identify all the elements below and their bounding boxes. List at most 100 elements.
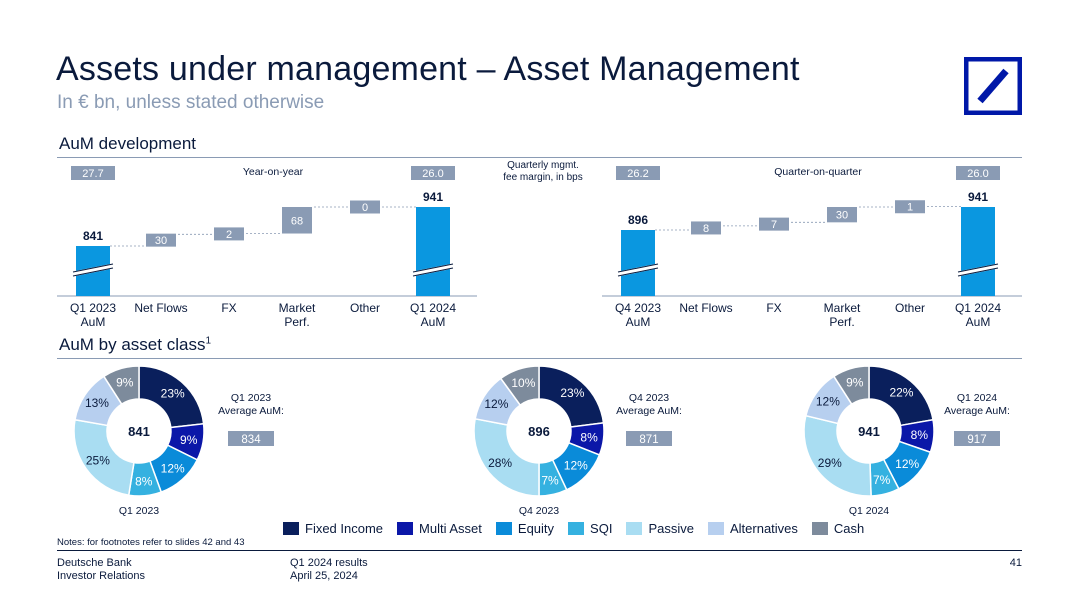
- bar-1: [691, 221, 721, 235]
- axis-break-gap-5: [412, 263, 454, 277]
- bar-2: [759, 217, 789, 231]
- chart-title: Year-on-year: [243, 166, 304, 178]
- donut-period-label: Q4 2023: [519, 505, 559, 517]
- axis-break-line-b-5: [412, 263, 454, 273]
- avg-aum-label-line1: Q4 2023: [629, 392, 669, 404]
- bar-5: [416, 207, 450, 296]
- fee-margin-end-box: [411, 166, 455, 180]
- fee-margin-label-line2: fee margin, in bps: [503, 172, 583, 183]
- aum-development-heading: AuM development: [59, 134, 197, 153]
- legend-item-1: Multi Asset: [397, 521, 482, 536]
- category-label-5-0: Q1 2024: [410, 301, 456, 315]
- legend-swatch-3: [568, 522, 585, 535]
- bar-3: [827, 207, 857, 223]
- legend-label-0: Fixed Income: [305, 521, 384, 536]
- development-divider: [57, 157, 1022, 158]
- donut-pct-label-6: 9%: [116, 376, 134, 390]
- donut-pct-label-5: 12%: [816, 395, 840, 409]
- bar-value-label-4: 0: [362, 202, 368, 214]
- avg-aum-value: 917: [967, 434, 986, 446]
- fee-margin-label: Quarterly mgmt. fee margin, in bps: [488, 160, 598, 184]
- fee-margin-label-line1: Quarterly mgmt.: [507, 160, 579, 171]
- donut-pct-label-1: 8%: [580, 430, 598, 444]
- legend-swatch-1: [397, 522, 414, 535]
- legend-item-3: SQI: [568, 521, 612, 536]
- bar-4: [350, 200, 380, 214]
- axis-break-line-a-0: [72, 267, 114, 277]
- donut-segment-6: [499, 365, 540, 407]
- avg-aum-value: 834: [241, 434, 261, 446]
- category-label-2-0: FX: [766, 301, 781, 315]
- bar-1: [146, 233, 176, 247]
- axis-break-line-b-5: [957, 263, 999, 273]
- asset-class-footnote-marker: 1: [205, 335, 212, 347]
- slide-subtitle: In € bn, unless stated otherwise: [57, 92, 325, 113]
- donut-pct-label-1: 8%: [911, 428, 929, 442]
- legend-label-2: Equity: [517, 521, 555, 536]
- donut-pct-label-0: 23%: [161, 386, 185, 400]
- bar-0: [621, 230, 655, 296]
- bar-value-label-4: 1: [907, 202, 913, 214]
- category-label-4-0: Other: [350, 301, 380, 315]
- donut-pct-label-4: 29%: [818, 456, 842, 470]
- legend-label-6: Cash: [833, 521, 865, 536]
- legend-swatch-6: [811, 522, 828, 535]
- donut-pct-label-6: 9%: [846, 376, 864, 390]
- footer-report: Q1 2024 results April 25, 2024: [290, 557, 368, 583]
- axis-break-gap-0: [72, 263, 114, 277]
- donut-segment-4: [473, 417, 540, 497]
- axis-break-line-a-5: [412, 267, 454, 277]
- fee-margin-start: 27.7: [82, 168, 103, 180]
- avg-aum-label-line2: Average AuM:: [218, 405, 284, 417]
- bar-value-label-5: 941: [968, 190, 988, 204]
- footer-report-date: April 25, 2024: [290, 570, 358, 582]
- footer-company-name: Deutsche Bank: [57, 557, 132, 569]
- category-label-3-0: Market: [279, 301, 316, 315]
- footnote-notes: Notes: for footnotes refer to slides 42 …: [57, 537, 245, 548]
- fee-margin-end-box: [956, 166, 1000, 180]
- bar-value-label-0: 841: [83, 229, 103, 243]
- donut-segment-0: [138, 365, 205, 429]
- footer-divider: [57, 550, 1022, 551]
- waterfall-chart-quarter-on-quarter: 26.2 26.0 Quarter-on-quarter 896 8 7 30 1 941 Q4 …: [602, 166, 1022, 329]
- avg-aum-label-line2: Average AuM:: [616, 405, 682, 417]
- donut-pct-label-6: 10%: [511, 376, 535, 390]
- donut-pct-label-5: 13%: [85, 396, 109, 410]
- legend-item-4: Passive: [626, 521, 694, 536]
- category-label-3-0: Market: [824, 301, 861, 315]
- donut-segment-6: [102, 365, 140, 406]
- bar-value-label-0: 896: [628, 213, 648, 227]
- fee-margin-end: 26.0: [967, 168, 988, 180]
- fee-margin-start-box: [616, 166, 660, 180]
- donut-pct-label-2: 12%: [564, 459, 588, 473]
- footer-report-name: Q1 2024 results: [290, 557, 368, 569]
- axis-break-gap-0: [617, 263, 659, 277]
- bar-5: [961, 207, 995, 296]
- legend-item-2: Equity: [495, 521, 555, 536]
- donut-pct-label-3: 8%: [135, 474, 153, 488]
- donut-segment-6: [832, 365, 870, 406]
- legend-label-4: Passive: [648, 521, 694, 536]
- donut-pct-label-2: 12%: [161, 462, 185, 476]
- deutsche-bank-logo: [964, 57, 1022, 115]
- donut-period-label: Q1 2023: [119, 505, 159, 517]
- fee-margin-start-box: [71, 166, 115, 180]
- footer-company: Deutsche Bank Investor Relations: [57, 557, 145, 583]
- category-label-3-1: Perf.: [284, 315, 309, 329]
- legend-swatch-0: [283, 522, 299, 535]
- footer-department: Investor Relations: [57, 570, 146, 582]
- donut-center-value: 896: [528, 424, 550, 439]
- donut-pct-label-3: 7%: [541, 473, 559, 487]
- axis-break-gap-5: [957, 263, 999, 277]
- category-label-1-0: Net Flows: [679, 301, 732, 315]
- axis-break-line-a-0: [617, 267, 659, 277]
- legend-label-5: Alternatives: [729, 521, 798, 536]
- category-label-0-1: AuM: [626, 315, 651, 329]
- legend-swatch-4: [626, 522, 643, 535]
- bar-value-label-2: 7: [771, 219, 777, 231]
- legend-item-5: Alternatives: [707, 521, 798, 536]
